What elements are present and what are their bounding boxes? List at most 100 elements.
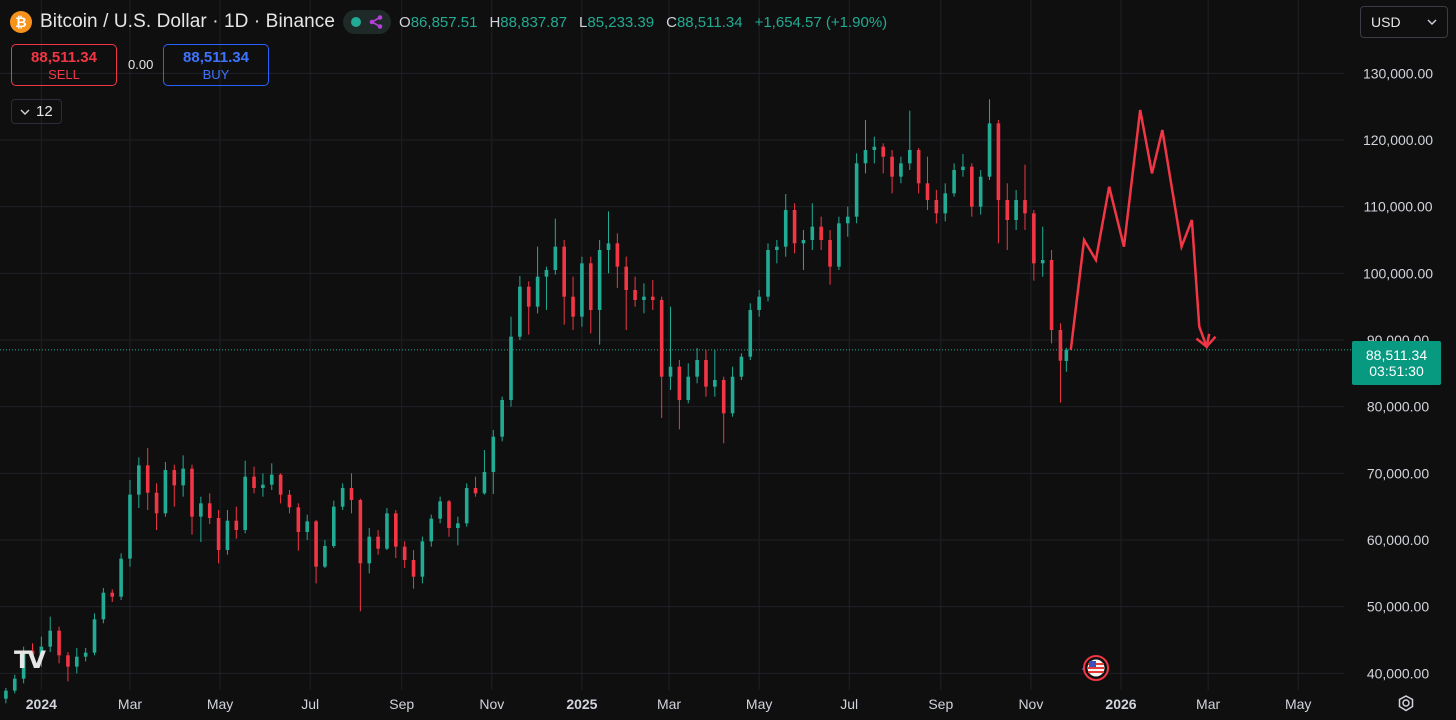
candle-body — [677, 366, 682, 400]
candle-body — [845, 216, 850, 224]
candle-body — [243, 476, 247, 530]
candle-body — [518, 286, 522, 337]
candle-body — [615, 243, 620, 267]
candle-body — [420, 541, 425, 577]
chevron-down-icon — [20, 109, 30, 115]
candle-body — [553, 246, 558, 270]
candle-body — [952, 170, 956, 194]
candle-body — [402, 546, 407, 560]
candle-body — [792, 210, 797, 244]
candle-body — [500, 400, 504, 437]
candle-body — [482, 472, 487, 494]
share-icon[interactable] — [369, 15, 383, 29]
ohlc-open: O86,857.51 — [399, 13, 478, 31]
x-axis-tick-label: Nov — [1018, 696, 1043, 712]
candle-body — [464, 488, 469, 524]
candle-body — [899, 163, 903, 177]
candle-body — [562, 246, 566, 297]
candle-body — [766, 250, 770, 297]
candle-body — [21, 650, 26, 679]
candle-body — [358, 500, 363, 564]
spread-value: 0.00 — [128, 57, 154, 72]
candle-body — [296, 507, 301, 532]
projection-path — [1069, 109, 1217, 351]
candle-body — [172, 470, 177, 486]
candle-body — [287, 494, 292, 508]
candle-body — [154, 492, 159, 514]
candle-body — [819, 226, 823, 240]
chevron-down-icon — [1427, 19, 1437, 25]
candle-body — [92, 619, 97, 653]
candle-body — [588, 263, 593, 310]
candle-body — [642, 296, 646, 300]
candle-body — [145, 465, 150, 493]
candle-body — [633, 290, 637, 300]
sell-button[interactable]: 88,511.34 SELL — [11, 44, 117, 86]
candle-body — [491, 436, 496, 472]
candle-body — [1032, 213, 1036, 264]
y-axis-tick-label: 130,000.00 — [1363, 65, 1433, 81]
us-flag-event-icon[interactable] — [1080, 655, 1110, 683]
candle-body — [110, 592, 115, 597]
candle-body — [1005, 200, 1010, 220]
market-status-pill[interactable] — [343, 10, 392, 34]
candle-body — [66, 655, 70, 667]
candle-body — [934, 200, 939, 214]
tradingview-logo[interactable]: TV — [14, 646, 46, 674]
x-axis-tick-label: May — [746, 696, 772, 712]
buy-button[interactable]: 88,511.34 BUY — [163, 44, 269, 86]
settings-icon[interactable] — [1395, 692, 1417, 714]
candle-body — [961, 166, 965, 170]
x-axis-tick-label: Jul — [840, 696, 858, 712]
candle-body — [872, 146, 877, 150]
candle-body — [775, 246, 779, 250]
symbol-title[interactable]: Bitcoin / U.S. Dollar · 1D · Binance — [40, 11, 336, 32]
candle-body — [651, 296, 655, 300]
candle-body — [1040, 260, 1045, 264]
candle-body — [597, 250, 602, 310]
candle-body — [571, 296, 575, 317]
candle-body — [996, 123, 1001, 200]
x-axis-tick-label: Mar — [118, 696, 142, 712]
candle-body — [1064, 349, 1069, 361]
currency-selector[interactable]: USD — [1360, 6, 1448, 38]
y-axis-tick-label: 50,000.00 — [1367, 599, 1429, 615]
candle-body — [269, 474, 274, 485]
candle-body — [916, 150, 921, 184]
market-open-dot-icon — [351, 17, 362, 27]
candle-body — [624, 266, 629, 290]
y-axis-tick-label: 100,000.00 — [1363, 265, 1433, 281]
candle-body — [340, 488, 345, 507]
candle-body — [57, 630, 61, 656]
x-axis-tick-label: 2026 — [1105, 696, 1136, 712]
y-axis-tick-label: 110,000.00 — [1363, 199, 1432, 215]
y-axis-tick-label: 60,000.00 — [1367, 532, 1429, 548]
candle-body — [314, 521, 318, 567]
x-axis-tick-label: Sep — [928, 696, 953, 712]
candle-body — [704, 360, 708, 387]
candle-body — [278, 474, 283, 495]
candle-body — [987, 123, 992, 177]
y-axis-tick-label: 80,000.00 — [1367, 399, 1429, 415]
candle-body — [526, 286, 531, 307]
candle-body — [394, 513, 398, 547]
candle-body — [890, 156, 894, 177]
candle-body — [456, 523, 460, 528]
candle-body — [970, 166, 974, 207]
candle-body — [137, 465, 141, 495]
candle-body — [385, 513, 389, 549]
buy-price: 88,511.34 — [183, 48, 249, 66]
candle-body — [863, 150, 868, 164]
sell-label: SELL — [48, 66, 80, 82]
candle-body — [721, 380, 726, 414]
candle-body — [1058, 330, 1063, 361]
candle-body — [606, 243, 611, 250]
candle-body — [207, 503, 212, 518]
y-axis-tick-label: 70,000.00 — [1367, 465, 1429, 481]
indicators-toggle[interactable]: 12 — [11, 99, 62, 124]
y-axis-tick-label: 40,000.00 — [1367, 665, 1429, 681]
last-price-value: 88,511.34 — [1365, 347, 1428, 363]
projection-arrow-head — [1195, 333, 1211, 349]
candle-body — [713, 380, 717, 387]
